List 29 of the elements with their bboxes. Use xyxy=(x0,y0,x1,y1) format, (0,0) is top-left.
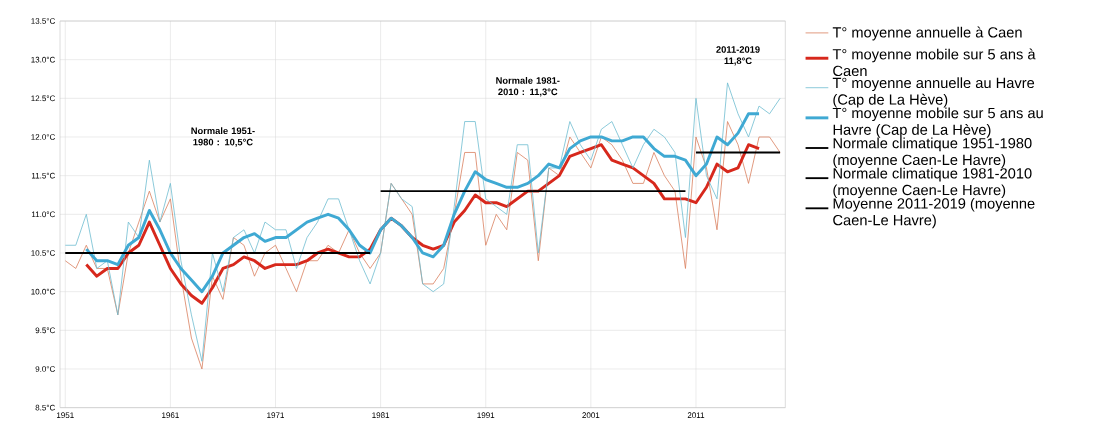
legend-label: T° moyenne annuelle à Caen xyxy=(832,26,1022,41)
y-tick-label: 12.5°C xyxy=(31,95,56,102)
y-tick-label: 12.0°C xyxy=(31,134,56,140)
legend-label: T° moyenne mobile sur 5 ans à Caen xyxy=(832,48,1036,77)
y-tick-label: 13.0°C xyxy=(31,56,56,63)
y-tick-label: 10.0°C xyxy=(31,288,56,295)
y-tick-label: 8.5°C xyxy=(35,404,56,411)
y-tick-label: 11.5°C xyxy=(31,172,56,179)
legend-label: T° moyenne annuelle au Havre (Cap de La Hève) xyxy=(832,77,1035,108)
x-tick-label: 1951 xyxy=(56,412,74,419)
legend-label: Normale climatique 1981-2010 (moyenne Caen-Le Havre) xyxy=(833,167,1032,199)
legend-label: Normale climatique 1951-1980 (moyenne Caen-Le Havre) xyxy=(833,137,1032,168)
line-series xyxy=(64,121,781,370)
x-tick-label: 1981 xyxy=(372,412,390,419)
y-tick-label: 10.5°C xyxy=(31,250,56,256)
x-tick-label: 2011 xyxy=(687,412,705,419)
x-tick-label: 1971 xyxy=(267,412,285,419)
y-tick-label: 11.0°C xyxy=(31,211,56,218)
x-tick-label: 1991 xyxy=(477,412,495,419)
x-tick-label: 2001 xyxy=(582,412,600,419)
x-tick-label: 1961 xyxy=(162,412,179,419)
annotation: Normale 1981-2010 : 11,3°C xyxy=(496,76,560,97)
legend-label: T° moyenne mobile sur 5 ans au Havre (Cap de La Hève) xyxy=(832,107,1043,138)
annotation: Normale 1951-1980 : 10,5°C xyxy=(191,127,255,147)
y-tick-label: 9.5°C xyxy=(35,327,56,334)
legend-label: Moyenne 2011-2019 (moyenne Caen-Le Havre) xyxy=(833,197,1035,229)
annotation: 2011-2019 11,8°C xyxy=(716,46,760,66)
y-tick-label: 9.0°C xyxy=(35,366,56,372)
y-tick-label: 13.5°C xyxy=(31,18,56,24)
